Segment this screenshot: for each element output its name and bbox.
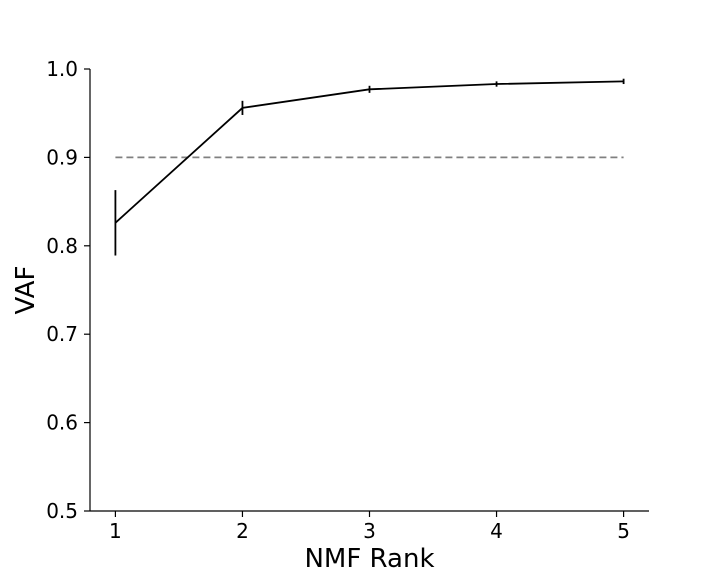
y-tick-label: 0.6 bbox=[46, 411, 78, 435]
y-tick-label: 1.0 bbox=[46, 57, 78, 81]
y-tick-label: 0.8 bbox=[46, 234, 78, 258]
x-tick-label: 4 bbox=[490, 519, 503, 543]
y-tick-label: 0.9 bbox=[46, 145, 78, 169]
axes bbox=[89, 69, 649, 512]
y-tick-label: 0.5 bbox=[46, 499, 78, 523]
y-tick-label: 0.7 bbox=[46, 322, 78, 346]
x-tick-label: 2 bbox=[236, 519, 249, 543]
series-line bbox=[114, 80, 624, 224]
ticks: 1 2 3 4 5 0.5 0.6 0.7 0.8 0.9 1.0 bbox=[46, 57, 630, 543]
series-layer bbox=[114, 78, 625, 256]
x-tick-label: 5 bbox=[617, 519, 630, 543]
x-tick-label: 1 bbox=[109, 519, 122, 543]
y-axis-label: VAF bbox=[11, 266, 41, 315]
x-tick-label: 3 bbox=[363, 519, 376, 543]
x-axis-label: NMF Rank bbox=[304, 544, 434, 574]
